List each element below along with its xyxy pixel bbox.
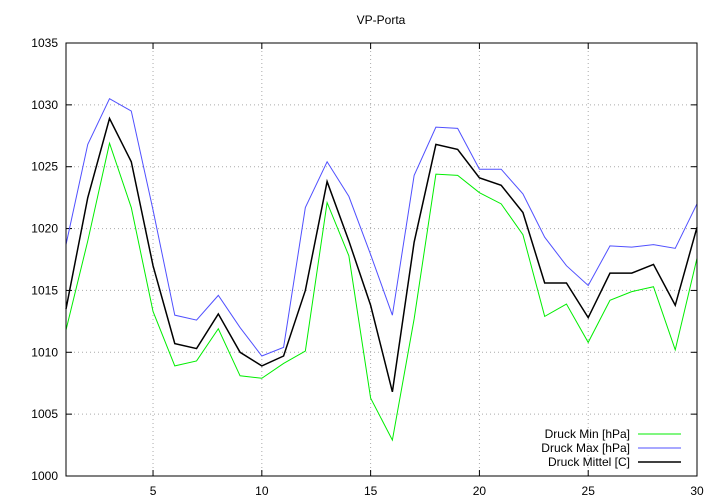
y-tick-label: 1025 [31, 160, 58, 174]
y-tick-label: 1000 [31, 469, 58, 483]
y-tick-label: 1030 [31, 98, 58, 112]
y-tick-label: 1005 [31, 407, 58, 421]
y-tick-label: 1010 [31, 345, 58, 359]
x-tick-label: 20 [473, 484, 487, 498]
x-tick-label: 30 [690, 484, 704, 498]
legend-label: Druck Min [hPa] [545, 427, 630, 441]
series-line-0 [65, 141, 698, 442]
x-tick-label: 15 [364, 484, 378, 498]
x-tick-label: 25 [582, 484, 596, 498]
x-tick-label: 10 [255, 484, 269, 498]
series-line-2 [65, 116, 698, 393]
y-tick-label: 1020 [31, 222, 58, 236]
legend-label: Druck Mittel [C] [548, 455, 630, 469]
chart-title: VP-Porta [357, 13, 406, 27]
series-line-1 [65, 97, 698, 357]
y-tick-label: 1035 [31, 36, 58, 50]
x-tick-label: 5 [150, 484, 157, 498]
legend-label: Druck Max [hPa] [541, 441, 630, 455]
y-tick-label: 1015 [31, 283, 58, 297]
plot-border [65, 42, 698, 477]
